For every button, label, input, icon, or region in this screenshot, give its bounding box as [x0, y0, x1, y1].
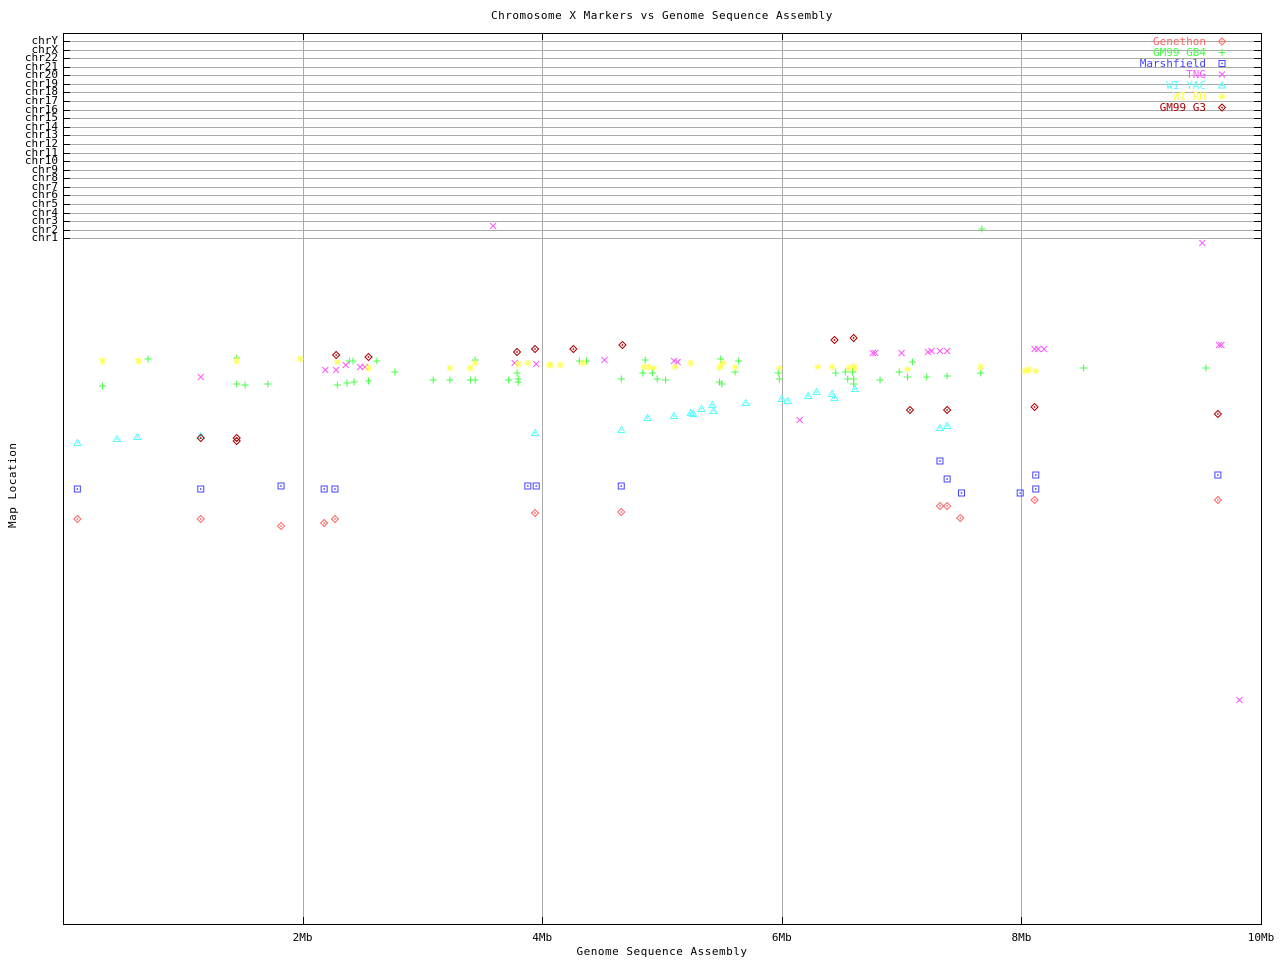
legend-marker-icon — [1218, 71, 1226, 78]
legend-marker-icon — [1218, 48, 1226, 56]
legend-marker-icon — [1218, 59, 1226, 67]
chrom-label-chr13: chr13 — [24, 128, 58, 141]
x-tick-label-10Mb: 10Mb — [1247, 931, 1275, 944]
legend-marker-icon — [1218, 93, 1226, 101]
y-axis-label: Map Location — [6, 442, 19, 528]
legend-label: GM99 G3 — [1159, 101, 1206, 115]
chrom-label-chr7: chr7 — [31, 180, 59, 193]
chrom-label-chrY: chrY — [31, 34, 59, 47]
x-axis-label: Genome Sequence Assembly — [576, 945, 748, 958]
chrom-label-chr20: chr20 — [24, 68, 58, 81]
legend-label: GM99 GB4 — [1153, 45, 1206, 59]
series-wi-rh — [99, 355, 1040, 375]
x-tick-label-8Mb: 8Mb — [1011, 931, 1032, 944]
chrom-label-chr3: chr3 — [31, 214, 59, 227]
chrom-label-chr21: chr21 — [24, 60, 58, 73]
chrom-label-chr6: chr6 — [31, 188, 59, 201]
legend-label: TNG — [1186, 67, 1206, 81]
chrom-label-chr15: chr15 — [24, 111, 58, 124]
chart-title: Chromosome X Markers vs Genome Sequence … — [491, 9, 833, 22]
chrom-label-chr22: chr22 — [24, 51, 58, 64]
series-tng — [197, 222, 1243, 704]
legend-label: WI RH — [1172, 90, 1206, 104]
x-tick-label-6Mb: 6Mb — [771, 931, 792, 944]
legend-label: Marshfield — [1139, 56, 1206, 70]
gridlines — [63, 33, 1262, 924]
chrom-label-chr10: chr10 — [24, 154, 58, 167]
x-tick-label-2Mb: 2Mb — [292, 931, 313, 944]
chrom-label-chr17: chr17 — [24, 94, 58, 107]
chrom-label-chr19: chr19 — [24, 77, 58, 90]
series-wi-yac — [73, 384, 952, 446]
x-tick-label-4Mb: 4Mb — [532, 931, 553, 944]
chrom-label-chr18: chr18 — [24, 85, 58, 98]
chrom-label-chr2: chr2 — [31, 223, 59, 236]
series-gm99-gb4 — [99, 225, 1210, 390]
chrom-label-chr9: chr9 — [31, 163, 59, 176]
series-gm99-g3 — [196, 333, 1223, 446]
chrom-label-chr1: chr1 — [31, 231, 59, 244]
chrom-label-chr14: chr14 — [24, 120, 58, 133]
chrom-label-chr12: chr12 — [24, 137, 58, 150]
chrom-label-chr4: chr4 — [31, 206, 59, 219]
legend-marker-icon — [1217, 81, 1227, 89]
chrom-label-chr16: chr16 — [24, 103, 58, 116]
chrom-label-chrX: chrX — [31, 43, 59, 56]
chrom-label-chr11: chr11 — [24, 146, 58, 159]
legend-marker-icon — [1217, 103, 1227, 113]
legend-marker-icon — [1217, 36, 1227, 46]
series-marshfield — [73, 457, 1222, 497]
chrom-label-chr8: chr8 — [31, 171, 59, 184]
legend-label: WI YAC — [1166, 79, 1206, 93]
series-genethon — [73, 495, 1223, 531]
chrom-label-chr5: chr5 — [31, 197, 59, 210]
legend-label: Genethon — [1153, 34, 1206, 48]
